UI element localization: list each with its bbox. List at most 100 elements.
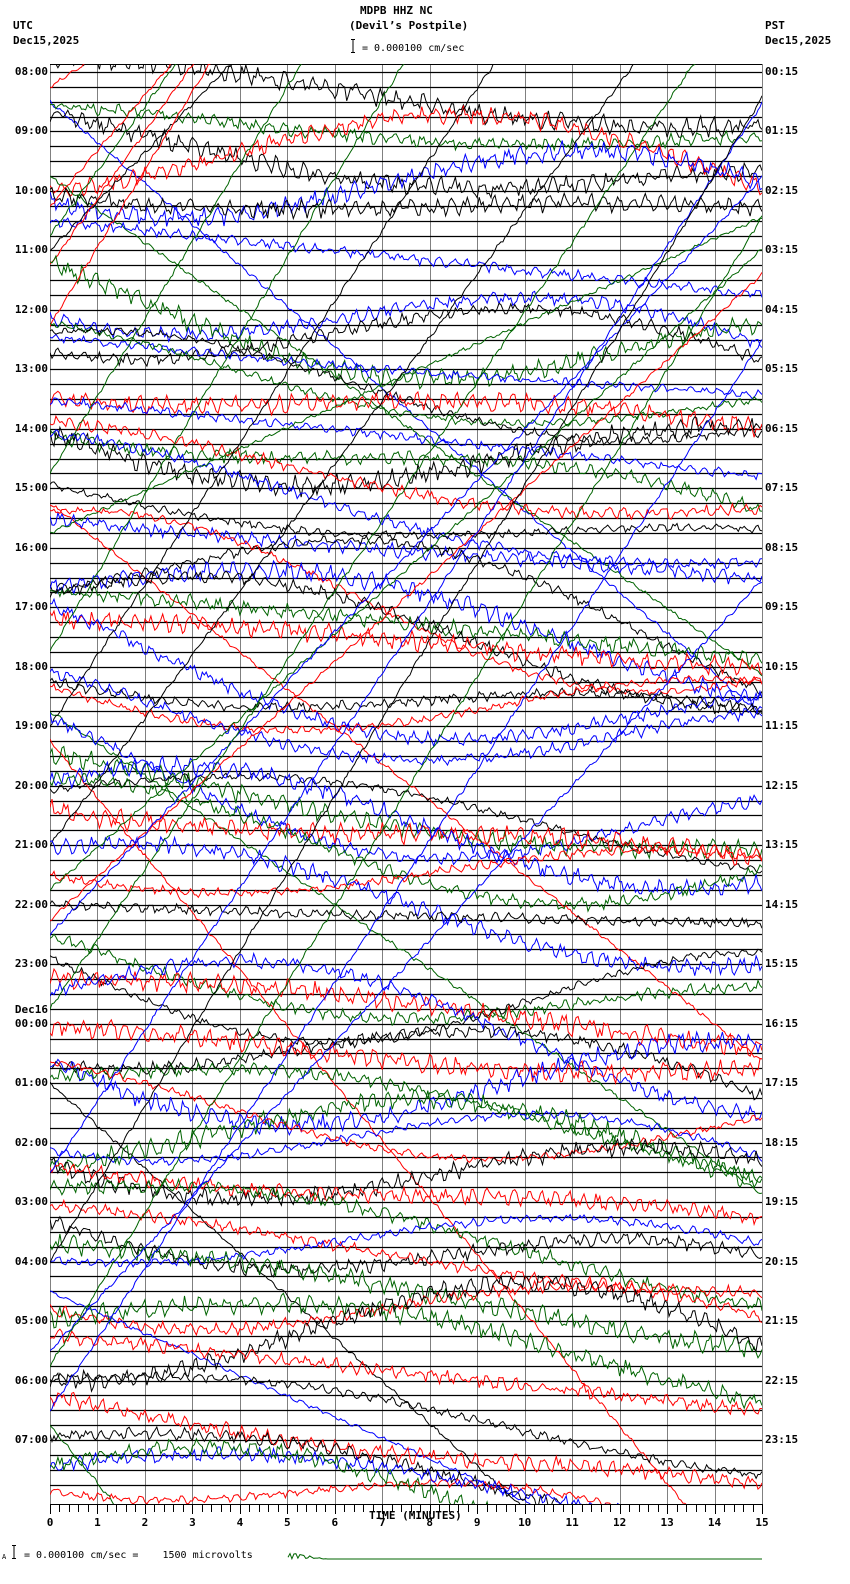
seismic-trace bbox=[50, 339, 762, 1412]
seismic-trace bbox=[50, 186, 762, 221]
seismic-trace bbox=[50, 1292, 762, 1410]
seismic-trace bbox=[50, 1233, 762, 1359]
right-date: Dec15,2025 bbox=[765, 34, 832, 47]
seismic-trace bbox=[50, 217, 762, 534]
seismic-trace bbox=[50, 416, 762, 498]
seismic-trace bbox=[50, 835, 762, 977]
footer-scale-bar-icon bbox=[12, 1545, 17, 1564]
seismic-trace bbox=[50, 712, 762, 866]
seismic-trace bbox=[50, 951, 762, 1121]
seismic-trace bbox=[50, 64, 177, 237]
seismic-trace bbox=[50, 1215, 762, 1279]
seismic-trace bbox=[50, 738, 687, 1504]
seismic-trace bbox=[50, 254, 762, 390]
seismic-trace bbox=[50, 64, 171, 207]
pst-hour-label: 16:15 bbox=[765, 1016, 799, 1030]
seismic-trace bbox=[50, 333, 762, 400]
station-location: (Devil’s Postpile) bbox=[349, 19, 469, 32]
x-tick-label: 3 bbox=[189, 1516, 196, 1529]
pst-hour-label: 01:15 bbox=[765, 124, 799, 138]
left-timezone: UTC bbox=[13, 19, 33, 32]
pst-hour-label: 09:15 bbox=[765, 600, 799, 614]
utc-hour-label: 06:00 bbox=[14, 1373, 48, 1387]
seismic-trace bbox=[50, 845, 762, 899]
pst-hour-label: 22:15 bbox=[765, 1373, 799, 1387]
pst-hour-label: 07:15 bbox=[765, 481, 799, 495]
seismic-trace bbox=[50, 900, 762, 929]
seismic-trace bbox=[50, 64, 195, 265]
x-tick-label: 6 bbox=[331, 1516, 339, 1529]
seismic-trace bbox=[50, 1061, 762, 1183]
seismic-trace bbox=[50, 1110, 762, 1166]
x-tick-label: 5 bbox=[284, 1516, 291, 1529]
seismic-trace bbox=[50, 175, 762, 677]
station-title: MDPB HHZ NC bbox=[360, 4, 433, 17]
footer-prefix: A bbox=[2, 1553, 7, 1561]
utc-hour-label: 00:00 bbox=[14, 1016, 48, 1030]
x-tick-label: 8 bbox=[426, 1516, 434, 1529]
seismic-trace bbox=[50, 569, 762, 715]
seismic-trace bbox=[50, 1445, 620, 1504]
seismic-trace bbox=[50, 140, 762, 227]
left-date: Dec15,2025 bbox=[13, 34, 80, 47]
scale-label: = 0.000100 cm/sec bbox=[362, 43, 465, 54]
pst-hour-label: 23:15 bbox=[765, 1433, 799, 1446]
pst-hour-label: 17:15 bbox=[765, 1076, 799, 1090]
pst-hour-label: 19:15 bbox=[765, 1195, 799, 1209]
utc-hour-label: 17:00 bbox=[14, 600, 48, 614]
seismic-trace bbox=[50, 559, 762, 708]
seismic-trace bbox=[50, 1081, 521, 1504]
seismic-trace bbox=[50, 64, 211, 327]
right-timezone: PST bbox=[765, 19, 785, 32]
utc-hour-label: 02:00 bbox=[14, 1135, 48, 1149]
utc-hour-label: 22:00 bbox=[14, 897, 48, 911]
seismic-trace bbox=[50, 948, 762, 1047]
x-axis-title: TIME (MINUTES) bbox=[369, 1509, 462, 1522]
seismic-trace bbox=[50, 272, 762, 922]
seismic-trace bbox=[50, 745, 762, 860]
footer-calibration-trace bbox=[287, 1552, 762, 1561]
utc-hour-label: 18:00 bbox=[14, 659, 48, 673]
seismic-trace bbox=[50, 290, 762, 349]
pst-hour-label: 08:15 bbox=[765, 540, 799, 554]
x-tick-label: 13 bbox=[660, 1516, 674, 1529]
utc-hour-label: 12:00 bbox=[14, 302, 48, 316]
seismic-trace bbox=[50, 1274, 762, 1393]
pst-hour-label: 02:15 bbox=[765, 183, 799, 197]
pst-hour-label: 00:15 bbox=[765, 65, 799, 78]
seismic-trace bbox=[50, 1425, 587, 1504]
pst-hour-label: 12:15 bbox=[765, 778, 799, 792]
pst-hour-label: 10:15 bbox=[765, 659, 799, 673]
pst-hour-label: 20:15 bbox=[765, 1254, 799, 1268]
utc-hour-label: 01:00 bbox=[14, 1076, 48, 1090]
x-tick-label: 9 bbox=[473, 1516, 481, 1529]
seismic-trace bbox=[50, 1213, 762, 1268]
utc-hour-label: 13:00 bbox=[14, 362, 48, 376]
utc-hour-label: 04:00 bbox=[14, 1254, 48, 1268]
x-tick-label: 2 bbox=[141, 1516, 149, 1529]
seismic-trace bbox=[50, 64, 302, 474]
seismic-trace bbox=[50, 609, 762, 676]
seismic-trace bbox=[50, 175, 762, 936]
seismic-trace bbox=[50, 933, 762, 1027]
seismic-trace bbox=[50, 535, 762, 696]
seismic-trace bbox=[50, 1030, 762, 1137]
utc-hour-label: 14:00 bbox=[14, 421, 48, 435]
seismic-trace bbox=[50, 64, 696, 1010]
seismic-trace bbox=[50, 1290, 532, 1504]
scale-bar-icon bbox=[351, 39, 355, 53]
seismic-trace bbox=[50, 1371, 762, 1480]
seismic-trace bbox=[50, 1278, 762, 1337]
x-tick-label: 15 bbox=[755, 1516, 769, 1529]
seismic-trace bbox=[50, 249, 762, 891]
x-tick-label: 1 bbox=[94, 1516, 101, 1529]
pst-hour-label: 15:15 bbox=[765, 957, 799, 971]
seismic-trace bbox=[50, 581, 762, 1351]
x-tick-label: 7 bbox=[378, 1516, 386, 1529]
seismic-trace bbox=[50, 597, 762, 748]
pst-hour-label: 04:15 bbox=[765, 302, 799, 316]
seismic-trace bbox=[50, 1018, 762, 1086]
utc-hour-label: 15:00 bbox=[14, 481, 48, 495]
utc-hour-label: 19:00 bbox=[14, 719, 48, 733]
